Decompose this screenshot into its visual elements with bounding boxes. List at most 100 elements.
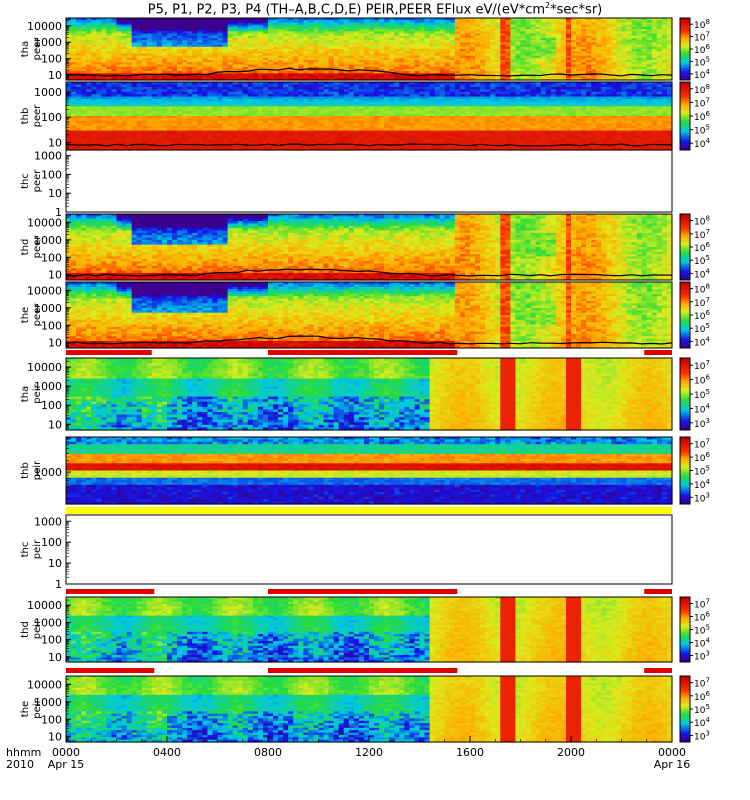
the-peer-species-label: peer bbox=[32, 303, 43, 327]
the-peer-ytick: 10000 bbox=[27, 284, 62, 297]
thc-peer-ytick: 1000 bbox=[34, 150, 62, 163]
the-peer-probe-label: the bbox=[20, 307, 31, 323]
the-peer-cbar-tick: 106 bbox=[694, 309, 710, 322]
thc-peer-ytick: 100 bbox=[41, 168, 62, 181]
thc-peer-y-axis bbox=[66, 150, 71, 212]
thb-peir-cbar-tick: 107 bbox=[694, 438, 710, 451]
the-peir-cbar-tick: 106 bbox=[694, 690, 710, 703]
thd-peir-species-label: peir bbox=[32, 619, 43, 639]
the-peir-cbar-tick: 107 bbox=[694, 677, 710, 690]
thd-peir-ytick: 100 bbox=[41, 634, 62, 647]
date-end: Apr 16 bbox=[654, 758, 691, 771]
thd-peer-cbar-tick: 104 bbox=[694, 267, 710, 280]
thb-peir-cbar-tick: 106 bbox=[694, 451, 710, 464]
thd-peer-cbar-tick: 107 bbox=[694, 228, 710, 241]
the-peir-cbar-tick: 104 bbox=[694, 716, 710, 729]
thb-peer-cbar-tick: 106 bbox=[694, 110, 710, 123]
thd-peir-ytick: 10000 bbox=[27, 599, 62, 612]
the-peir-cbar-tick: 103 bbox=[694, 729, 710, 742]
thc-peir-ytick: 10 bbox=[48, 557, 62, 570]
the-peir-cbar-tick: 105 bbox=[694, 703, 710, 716]
tha-peer-cbar-tick: 106 bbox=[694, 43, 710, 56]
thc-peir-frame bbox=[66, 515, 672, 584]
tha-peir-species-label: peir bbox=[32, 383, 43, 403]
thc-peir-ytick: 100 bbox=[41, 536, 62, 549]
thd-peer-colorbar bbox=[680, 214, 693, 281]
tha-peir-spectrogram bbox=[66, 358, 673, 431]
tha-peir-probe-label: tha bbox=[20, 386, 31, 402]
thb-peer-ytick: 10 bbox=[48, 136, 62, 149]
thc-peir-probe-label: thc bbox=[20, 542, 31, 558]
thb-peer-colorbar bbox=[680, 82, 693, 151]
tha-peer-probe-label: tha bbox=[20, 41, 31, 57]
the-peer-ytick: 100 bbox=[41, 319, 62, 332]
time-tick: 2000 bbox=[557, 746, 585, 759]
thb-peir-species-label: peir bbox=[32, 460, 43, 480]
thd-peir-cbar-tick: 107 bbox=[694, 598, 710, 611]
the-peer-cbar-tick: 104 bbox=[694, 335, 710, 348]
thb-peir-spectrogram bbox=[66, 437, 673, 505]
tha-peer-colorbar bbox=[680, 18, 693, 81]
time-tick: 0400 bbox=[153, 746, 181, 759]
the-peer-cbar-tick: 105 bbox=[694, 322, 710, 335]
tha-peer-species-label: peer bbox=[32, 37, 43, 61]
the-peir-ytick: 10 bbox=[48, 731, 62, 744]
time-tick: 1600 bbox=[456, 746, 484, 759]
thd-peer-cbar-tick: 108 bbox=[694, 215, 710, 228]
date-start: Apr 15 bbox=[48, 758, 85, 771]
tha-peer-cbar-tick: 108 bbox=[694, 18, 710, 31]
thb-peir-cbar-tick: 105 bbox=[694, 465, 710, 478]
tha-peir-cbar-tick: 104 bbox=[694, 402, 710, 415]
thc-peir-y-axis bbox=[66, 515, 71, 584]
thc-peir-ytick: 1000 bbox=[34, 515, 62, 528]
thc-peer-species-label: peer bbox=[32, 169, 43, 193]
thd-peer-species-label: peer bbox=[32, 235, 43, 259]
tha-peir-cbar-tick: 106 bbox=[694, 374, 710, 387]
thb-peir-cbar-tick: 103 bbox=[694, 491, 710, 504]
the-peer-ytick: 10 bbox=[48, 337, 62, 350]
thd-peir-spectrogram bbox=[66, 597, 673, 663]
thd-peer-ytick: 10 bbox=[48, 269, 62, 282]
the-peir-spectrogram bbox=[66, 676, 673, 743]
thc-peer-probe-label: thc bbox=[20, 173, 31, 189]
tha-peer-cbar-tick: 105 bbox=[694, 55, 710, 68]
thb-peer-cbar-tick: 105 bbox=[694, 124, 710, 137]
the-peir-ytick: 100 bbox=[41, 713, 62, 726]
tha-peir-cbar-tick: 107 bbox=[694, 359, 710, 372]
the-peer-colorbar bbox=[680, 282, 693, 349]
tha-peer-ytick: 10000 bbox=[27, 20, 62, 33]
thd-peer-spectrogram bbox=[66, 214, 673, 281]
tha-peir-flag-bar bbox=[66, 350, 672, 355]
thb-peer-cbar-tick: 107 bbox=[694, 96, 710, 109]
the-peir-species-label: peir bbox=[32, 698, 43, 718]
thd-peir-colorbar bbox=[680, 597, 693, 663]
thb-peer-probe-label: thb bbox=[20, 108, 31, 125]
thc-peir-species-label: peir bbox=[32, 539, 43, 559]
the-peir-flag-bar bbox=[66, 668, 672, 673]
tha-peer-cbar-tick: 104 bbox=[694, 68, 710, 81]
thb-peer-cbar-tick: 104 bbox=[694, 137, 710, 150]
thd-peer-cbar-tick: 105 bbox=[694, 254, 710, 267]
tha-peir-cbar-tick: 103 bbox=[694, 417, 710, 430]
the-peer-spectrogram bbox=[66, 282, 673, 349]
thd-peer-probe-label: thd bbox=[20, 239, 31, 256]
time-axis-label-row2: 2010 bbox=[6, 758, 34, 771]
thd-peer-ytick: 100 bbox=[41, 251, 62, 264]
thd-peer-ytick: 10000 bbox=[27, 216, 62, 229]
thb-peir-probe-label: thb bbox=[20, 462, 31, 479]
thb-peir-cbar-tick: 104 bbox=[694, 478, 710, 491]
thd-peir-cbar-tick: 104 bbox=[694, 637, 710, 650]
tha-peir-ytick: 10 bbox=[48, 418, 62, 431]
thd-peir-probe-label: thd bbox=[20, 621, 31, 638]
thd-peir-cbar-tick: 105 bbox=[694, 624, 710, 637]
thb-peer-ytick: 1000 bbox=[34, 86, 62, 99]
thc-peir-ytick: 1 bbox=[55, 578, 62, 591]
thb-peer-cbar-tick: 108 bbox=[694, 83, 710, 96]
tha-peir-ytick: 10000 bbox=[27, 361, 62, 374]
tha-peir-cbar-tick: 105 bbox=[694, 388, 710, 401]
thc-peer-frame bbox=[66, 150, 672, 212]
time-tick: 1200 bbox=[355, 746, 383, 759]
thb-peer-ytick: 100 bbox=[41, 111, 62, 124]
the-peer-cbar-tick: 107 bbox=[694, 296, 710, 309]
